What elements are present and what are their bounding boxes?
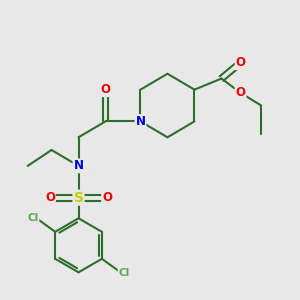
Text: O: O xyxy=(102,191,112,204)
Text: O: O xyxy=(236,56,245,69)
Text: S: S xyxy=(74,191,83,205)
Text: N: N xyxy=(136,115,146,128)
Text: O: O xyxy=(236,86,245,99)
Text: O: O xyxy=(100,83,110,96)
Text: Cl: Cl xyxy=(27,212,38,223)
Text: O: O xyxy=(45,191,55,204)
Text: N: N xyxy=(74,159,83,172)
Text: Cl: Cl xyxy=(118,268,130,278)
